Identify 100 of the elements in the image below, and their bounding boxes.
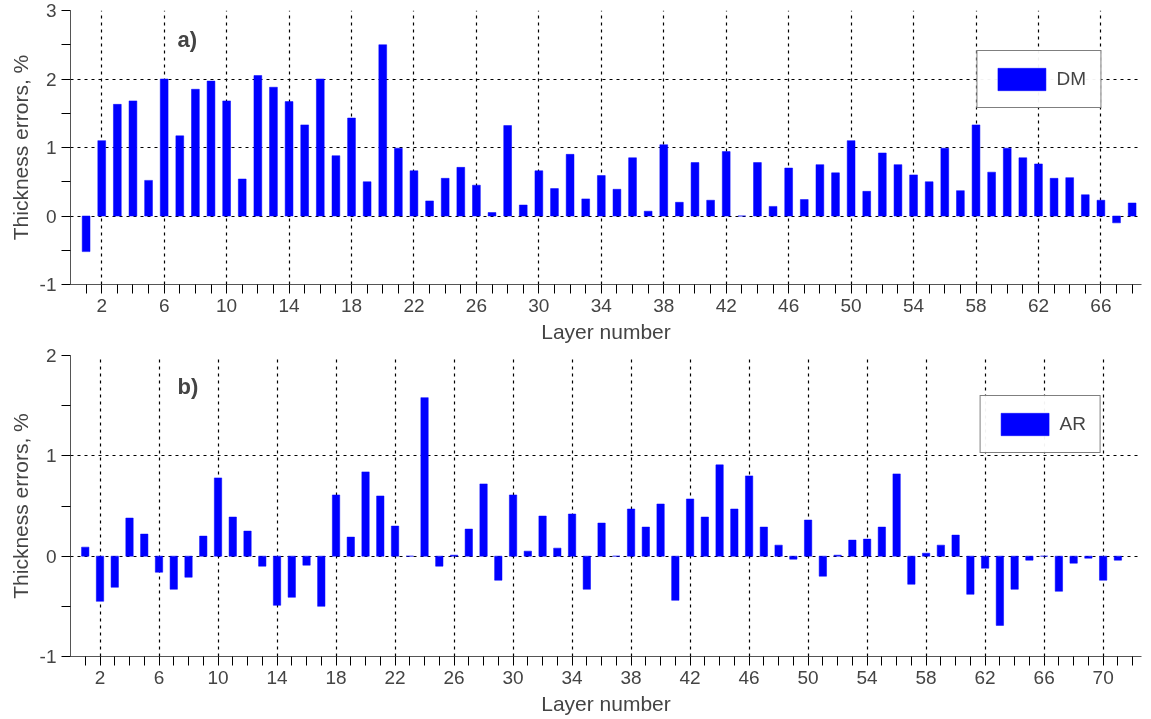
bar bbox=[238, 178, 247, 217]
bar bbox=[568, 513, 577, 557]
x-tick-label: 26 bbox=[443, 666, 465, 688]
x-tick-label: 50 bbox=[797, 666, 819, 688]
x-tick-label: 66 bbox=[1090, 294, 1112, 316]
x-tick-label: 58 bbox=[915, 666, 937, 688]
x-tick-label: 6 bbox=[153, 666, 165, 688]
bar bbox=[472, 184, 481, 217]
x-tick-label: 14 bbox=[278, 294, 301, 316]
bar bbox=[690, 162, 700, 217]
bar bbox=[361, 471, 370, 557]
x-tick-label: 62 bbox=[1027, 294, 1050, 316]
bar bbox=[487, 212, 497, 217]
bar bbox=[956, 190, 965, 217]
bar bbox=[346, 536, 355, 557]
bar bbox=[155, 555, 163, 573]
bar bbox=[175, 135, 184, 217]
x-axis-title: Layer number bbox=[541, 319, 671, 343]
bar bbox=[1096, 199, 1106, 217]
bar bbox=[800, 199, 809, 217]
bar bbox=[804, 519, 813, 557]
bar bbox=[464, 528, 473, 557]
bar bbox=[848, 539, 857, 557]
x-tick-label: 2 bbox=[96, 294, 108, 316]
bar bbox=[347, 117, 356, 217]
bar bbox=[128, 100, 138, 217]
y-tick-label: 3 bbox=[45, 0, 57, 21]
x-tick-label: 18 bbox=[325, 666, 347, 688]
bar bbox=[144, 180, 153, 217]
bar bbox=[456, 167, 465, 217]
bar bbox=[722, 151, 731, 217]
bar bbox=[553, 547, 562, 557]
bar bbox=[581, 198, 590, 217]
bar bbox=[922, 552, 931, 557]
bar bbox=[878, 152, 887, 217]
x-tick-label: 70 bbox=[1092, 666, 1114, 688]
bar bbox=[425, 200, 434, 217]
x-tick-label: 54 bbox=[902, 294, 925, 316]
bar bbox=[1099, 555, 1108, 581]
x-tick-label: 42 bbox=[715, 294, 737, 316]
bar bbox=[394, 147, 403, 217]
y-tick-label: -1 bbox=[39, 646, 57, 667]
bar bbox=[269, 86, 278, 217]
y-tick-label: 0 bbox=[45, 545, 57, 567]
annotation: b) bbox=[177, 373, 199, 399]
x-tick-label: 34 bbox=[561, 666, 584, 688]
bar bbox=[1018, 157, 1027, 217]
x-tick-label: 34 bbox=[590, 294, 613, 316]
bar bbox=[96, 555, 104, 602]
bar bbox=[253, 75, 262, 217]
bar bbox=[582, 555, 591, 590]
bar bbox=[316, 78, 325, 217]
bar bbox=[273, 555, 281, 606]
bar bbox=[675, 202, 684, 217]
bar bbox=[730, 508, 739, 557]
bar bbox=[628, 157, 637, 217]
bar bbox=[228, 516, 237, 557]
bar bbox=[612, 189, 622, 217]
bar bbox=[831, 172, 840, 217]
bar bbox=[258, 555, 267, 567]
x-tick-label: 38 bbox=[653, 294, 675, 316]
x-tick-label: 54 bbox=[856, 666, 879, 688]
bar bbox=[877, 526, 886, 557]
y-axis-title: Thickness errors, % bbox=[8, 413, 32, 599]
x-tick-label: 22 bbox=[384, 666, 406, 688]
bar bbox=[1010, 555, 1019, 590]
bar bbox=[441, 178, 450, 217]
bar bbox=[1049, 178, 1059, 217]
bar bbox=[641, 526, 650, 557]
bar bbox=[169, 555, 178, 590]
bar bbox=[597, 175, 606, 217]
bar bbox=[940, 147, 949, 217]
bar bbox=[862, 191, 871, 217]
bar bbox=[110, 555, 119, 588]
legend-label: DM bbox=[1056, 68, 1086, 90]
bar bbox=[753, 162, 762, 217]
x-tick-label: 10 bbox=[207, 666, 229, 688]
bar bbox=[317, 555, 326, 607]
bar bbox=[686, 498, 695, 557]
bar bbox=[538, 515, 547, 557]
bar bbox=[199, 535, 208, 557]
bar bbox=[951, 534, 960, 557]
bar bbox=[715, 464, 724, 557]
bar bbox=[815, 164, 825, 217]
x-tick-label: 30 bbox=[502, 666, 524, 688]
bar bbox=[597, 522, 606, 557]
x-tick-label: 26 bbox=[465, 294, 487, 316]
bar bbox=[706, 199, 715, 217]
bar bbox=[302, 555, 311, 566]
x-tick-label: 38 bbox=[620, 666, 642, 688]
bar bbox=[774, 544, 783, 557]
bar bbox=[81, 215, 91, 252]
bar bbox=[503, 125, 512, 217]
bar bbox=[409, 170, 419, 217]
x-tick-label: 62 bbox=[974, 666, 996, 688]
bar bbox=[893, 164, 903, 217]
bar bbox=[378, 44, 387, 217]
x-tick-label: 58 bbox=[965, 294, 987, 316]
bar bbox=[420, 397, 429, 557]
y-tick-label: 0 bbox=[45, 205, 57, 227]
